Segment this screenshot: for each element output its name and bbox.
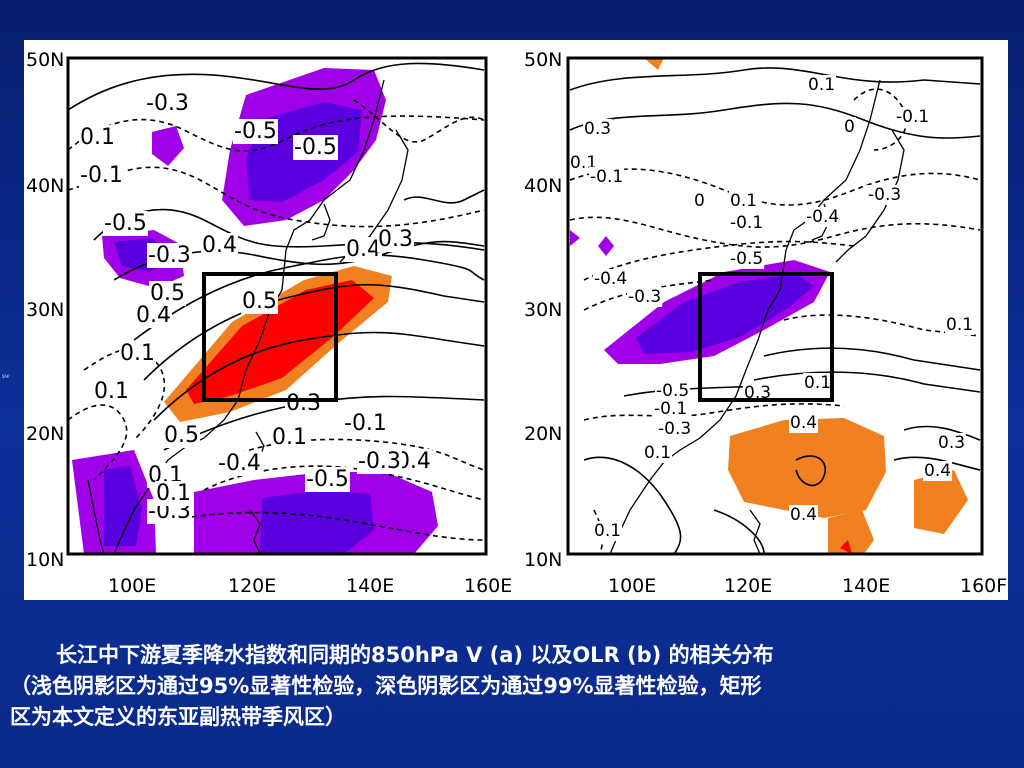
panel-b-label: 0.4 [790, 505, 817, 525]
panel-b-lat-ticks: 50N 40N 30N 20N 10N [524, 49, 562, 571]
lat-tick: 50N [26, 49, 64, 71]
panel-a-label: 0.5 [242, 289, 277, 314]
panel-a-label: -0.3 [148, 243, 191, 268]
panel-b-labels: 0.1 0.3 0.1 -0.1 0 -0.1 -0.3 0.1 -0.1 -0… [569, 75, 975, 541]
lat-tick: 30N [524, 299, 562, 321]
lat-tick: 20N [26, 423, 64, 445]
panel-b-label: -0.5 [656, 381, 689, 401]
panel-b-label: -0.1 [730, 213, 763, 233]
lon-tick: 160E [464, 575, 512, 597]
lon-tick: 140E [842, 575, 890, 597]
panel-b-label: -0.3 [658, 419, 691, 439]
panel-a-label: 0.4 [202, 233, 237, 258]
lat-tick: 40N [524, 175, 562, 197]
panel-a-label: 0.5 [150, 281, 185, 306]
lon-tick: 100E [608, 575, 656, 597]
panel-b-label: -0.1 [896, 107, 929, 127]
panel-b-label: 0 [844, 117, 855, 137]
panel-a: -0.3 -0.5 -0.5 0.1 -0.1 -0.5 -0.3 0.4 0.… [26, 49, 512, 597]
panel-a-frame [66, 56, 488, 556]
panel-b-label: -0.1 [590, 167, 623, 187]
panel-a-label: 0.3 [286, 391, 321, 416]
panel-b: 0.1 0.3 0.1 -0.1 0 -0.1 -0.3 0.1 -0.1 -0… [524, 49, 1007, 597]
panel-b-label: -0.4 [594, 269, 627, 289]
panel-b-lon-ticks: 100E 120E 140E 160F [608, 575, 1007, 597]
panel-b-label: -0.4 [806, 207, 839, 227]
panel-a-label: 0.1 [94, 379, 129, 404]
panel-a-label: -0.1 [344, 411, 387, 436]
panel-a-label: 0.1 [272, 425, 307, 450]
panel-b-label: 0.1 [730, 191, 757, 211]
panel-b-label: -0.5 [730, 249, 763, 269]
panel-a-label: -0.5 [104, 211, 147, 236]
panel-b-label: 0.3 [938, 433, 965, 453]
panel-b-label: 0.1 [946, 315, 973, 335]
panel-b-region-box [698, 272, 834, 402]
panel-a-label: 0.4 [136, 303, 171, 328]
panel-b-contours [569, 67, 981, 555]
lat-tick: 20N [524, 423, 562, 445]
lon-tick: 160F [960, 575, 1007, 597]
panel-b-label: -0.3 [868, 185, 901, 205]
panel-b-label: -0.1 [654, 399, 687, 419]
lat-tick: 10N [524, 549, 562, 571]
slide-caption: 长江中下游夏季降水指数和同期的850hPa V (a) 以及OLR (b) 的相… [10, 640, 1014, 733]
panel-b-label: 0.1 [808, 75, 835, 95]
caption-line-3: 区为本文定义的东亚副热带季风区） [10, 705, 346, 729]
panel-a-label: 0.1 [120, 341, 155, 366]
side-mark: sw [2, 372, 10, 380]
panel-a-lon-ticks: 100E 120E 140E 160E [108, 575, 512, 597]
panel-b-frame [566, 56, 984, 556]
panel-a-label: 0.1 [80, 125, 115, 150]
lat-tick: 30N [26, 299, 64, 321]
panel-b-shading [570, 58, 968, 554]
panel-b-label: 0 [694, 191, 705, 211]
panel-a-labels: -0.3 -0.5 -0.5 0.1 -0.1 -0.5 -0.3 0.4 0.… [79, 91, 432, 524]
lon-tick: 120E [724, 575, 772, 597]
panel-a-label: -0.3 [358, 449, 401, 474]
panel-a-label: -0.5 [294, 135, 337, 160]
panel-b-coastline [609, 79, 905, 555]
panel-a-label: 0.1 [156, 481, 191, 506]
panel-b-label: 0.4 [790, 413, 817, 433]
panel-b-label: 0.4 [924, 461, 951, 481]
panel-a-label: -0.3 [146, 91, 189, 116]
panel-a-label: -0.5 [306, 467, 349, 492]
correlation-maps: -0.3 -0.5 -0.5 0.1 -0.1 -0.5 -0.3 0.4 0.… [24, 40, 1008, 600]
panel-a-label: -0.4 [218, 451, 261, 476]
lon-tick: 100E [108, 575, 156, 597]
panel-b-label: 0.1 [594, 521, 621, 541]
panel-b-label: -0.3 [628, 287, 661, 307]
lat-tick: 50N [524, 49, 562, 71]
panel-a-region-box [202, 272, 338, 402]
caption-line-1: 长江中下游夏季降水指数和同期的850hPa V (a) 以及OLR (b) 的相… [56, 643, 774, 667]
panel-a-label: -0.5 [234, 119, 277, 144]
panel-a-label: -0.1 [80, 163, 123, 188]
panel-a-lat-ticks: 50N 40N 30N 20N 10N [26, 49, 64, 571]
panel-a-label: 0.3 [378, 227, 413, 252]
panel-b-label: 0.1 [644, 443, 671, 463]
lon-tick: 120E [228, 575, 276, 597]
panel-a-label: 0.5 [164, 423, 199, 448]
panel-a-label: 0.4 [346, 237, 381, 262]
caption-line-2: （浅色阴影区为通过95%显著性检验，深色阴影区为通过99%显著性检验，矩形 [10, 674, 762, 698]
panel-b-label: 0.1 [804, 373, 831, 393]
lat-tick: 40N [26, 175, 64, 197]
panel-b-label: 0.3 [584, 119, 611, 139]
lon-tick: 140E [346, 575, 394, 597]
lat-tick: 10N [26, 549, 64, 571]
